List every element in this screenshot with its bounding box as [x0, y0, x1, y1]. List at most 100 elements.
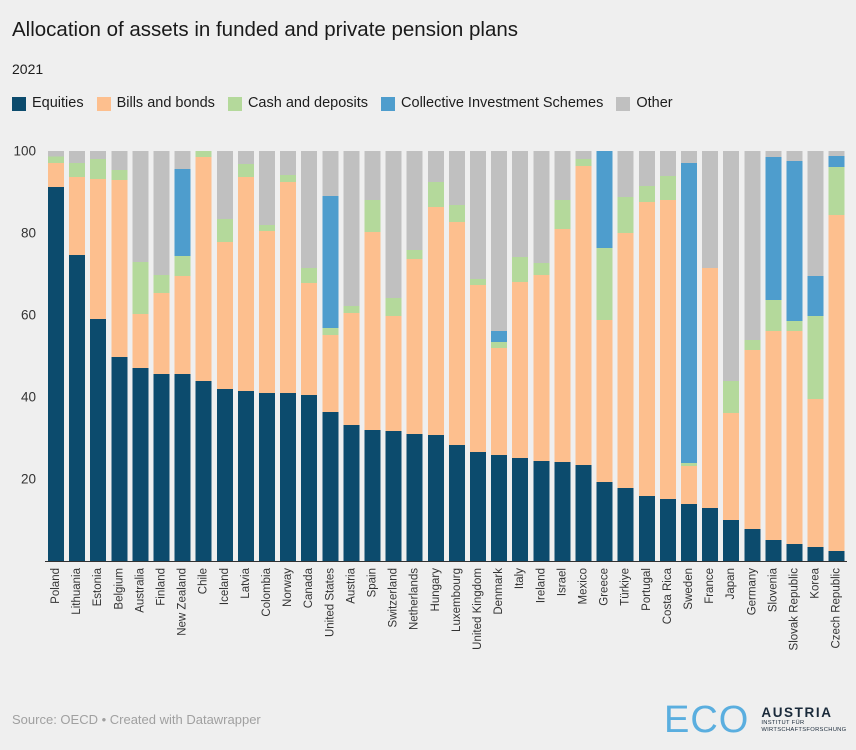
- logo-text: AUSTRIA INSTITUT FÜR WIRTSCHAFTSFORSCHUN…: [761, 702, 846, 733]
- logo-name: AUSTRIA: [761, 705, 833, 720]
- bar-segment-equities-italy: [512, 458, 529, 561]
- bar-segment-other-latvia: [237, 151, 254, 165]
- bar-segment-equities-new-zealand: [174, 374, 191, 561]
- bar-segment-bills-and-bonds-lithuania: [69, 176, 86, 256]
- bar-segment-bills-and-bonds-turkiye: [617, 233, 634, 489]
- legend-swatch-bills-and-bonds: [96, 96, 111, 111]
- bar-segment-other-lithuania: [69, 151, 86, 163]
- bar-segment-cash-and-deposits-ireland: [533, 262, 550, 275]
- x-tick-label: Colombia: [261, 567, 273, 616]
- bar-united-kingdom: [470, 151, 486, 561]
- bar-segment-cash-and-deposits-spain: [364, 200, 381, 233]
- bar-segment-bills-and-bonds-poland: [48, 162, 64, 188]
- bar-segment-equities-france: [702, 508, 719, 561]
- bar-segment-collective-investment-schemes-czech-republic: [828, 155, 845, 167]
- bar-segment-cash-and-deposits-united-kingdom: [470, 278, 486, 286]
- bar-finland: [153, 151, 170, 561]
- x-tick-label: Norway: [282, 568, 294, 607]
- bar-segment-bills-and-bonds-australia: [132, 314, 149, 368]
- bar-segment-cash-and-deposits-turkiye: [617, 196, 634, 233]
- bar-segment-bills-and-bonds-slovenia: [765, 330, 782, 541]
- bar-segment-other-sweden: [681, 151, 697, 163]
- bar-segment-bills-and-bonds-netherlands: [406, 258, 423, 434]
- x-tick-label: Lithuania: [71, 567, 83, 614]
- bar-segment-bills-and-bonds-canada: [301, 283, 318, 395]
- bar-segment-equities-korea: [807, 547, 824, 561]
- bar-denmark: [491, 151, 508, 561]
- bar-segment-cash-and-deposits-chile: [195, 151, 212, 158]
- bar-segment-cash-and-deposits-poland: [48, 156, 64, 163]
- bar-segment-bills-and-bonds-belgium: [111, 180, 128, 357]
- bar-segment-equities-latvia: [237, 390, 254, 561]
- bar-segment-other-mexico: [575, 151, 592, 160]
- bar-segment-collective-investment-schemes-korea: [807, 276, 824, 316]
- bar-segment-bills-and-bonds-colombia: [259, 230, 275, 393]
- bar-slovenia: [765, 151, 782, 561]
- bar-segment-equities-sweden: [681, 504, 697, 561]
- legend-swatch-collective-investment-schemes: [381, 96, 396, 111]
- bar-segment-equities-austria: [343, 424, 360, 561]
- bar-segment-other-hungary: [427, 151, 444, 183]
- bar-segment-equities-czech-republic: [828, 551, 845, 561]
- chart-title: Allocation of assets in funded and priva…: [12, 18, 519, 41]
- bar-segment-equities-finland: [153, 374, 170, 561]
- bar-segment-other-netherlands: [406, 151, 423, 250]
- bar-segment-equities-estonia: [90, 319, 107, 561]
- bar-segment-equities-united-kingdom: [470, 451, 486, 561]
- bar-segment-cash-and-deposits-netherlands: [406, 249, 423, 259]
- x-tick-label: Canada: [303, 567, 315, 608]
- logo-line-1: INSTITUT FÜR: [761, 720, 805, 726]
- x-tick-label: Iceland: [219, 568, 231, 605]
- bar-iceland: [216, 151, 233, 561]
- bar-segment-other-slovak-republic: [786, 151, 803, 161]
- bar-segment-other-spain: [364, 151, 381, 201]
- bar-segment-equities-belgium: [111, 356, 128, 561]
- bar-segment-bills-and-bonds-iceland: [216, 242, 233, 389]
- bar-segment-collective-investment-schemes-slovak-republic: [786, 160, 803, 322]
- bar-segment-other-slovenia: [765, 151, 782, 158]
- bar-segment-other-colombia: [259, 151, 275, 225]
- bar-norway: [280, 151, 297, 561]
- x-tick-label: Slovenia: [767, 567, 779, 612]
- bar-segment-cash-and-deposits-australia: [132, 262, 149, 315]
- x-tick-label: Sweden: [683, 568, 695, 610]
- bar-segment-bills-and-bonds-ireland: [533, 274, 550, 461]
- bar-segment-bills-and-bonds-hungary: [427, 207, 444, 436]
- bar-segment-equities-norway: [280, 392, 297, 561]
- bar-segment-other-italy: [512, 151, 529, 258]
- bar-segment-other-denmark: [491, 151, 508, 331]
- bar-segment-other-czech-republic: [828, 151, 845, 156]
- bar-segment-collective-investment-schemes-new-zealand: [174, 169, 191, 256]
- bar-segment-collective-investment-schemes-denmark: [491, 330, 508, 343]
- bar-lithuania: [69, 151, 86, 561]
- x-tick-label: Austria: [345, 567, 357, 603]
- bar-segment-equities-australia: [132, 367, 149, 561]
- bar-segment-bills-and-bonds-finland: [153, 292, 170, 375]
- bar-segment-equities-lithuania: [69, 255, 86, 561]
- bar-segment-equities-luxembourg: [448, 444, 465, 561]
- bar-segment-equities-costa-rica: [659, 499, 676, 561]
- legend-label-bills-and-bonds: Bills and bonds: [116, 95, 215, 111]
- bar-segment-other-israel: [554, 151, 571, 201]
- bar-greece: [596, 151, 613, 561]
- bar-australia: [132, 151, 149, 561]
- bar-segment-bills-and-bonds-greece: [596, 319, 613, 482]
- source-note: Source: OECD • Created with Datawrapper: [12, 712, 261, 727]
- chart-plot: 20 40 60 80 100 Poland Lithuania Estonia Belgiu…: [13, 144, 847, 650]
- bar-segment-equities-poland: [48, 187, 64, 561]
- x-tick-label: Denmark: [493, 568, 505, 615]
- bar-segment-bills-and-bonds-denmark: [491, 347, 508, 455]
- bar-segment-other-canada: [301, 151, 318, 268]
- bar-segment-bills-and-bonds-italy: [512, 282, 529, 459]
- bar-segment-bills-and-bonds-portugal: [638, 201, 655, 496]
- bar-segment-other-united-kingdom: [470, 151, 486, 279]
- bar-segment-cash-and-deposits-norway: [280, 175, 297, 183]
- bar-segment-bills-and-bonds-united-kingdom: [470, 285, 486, 452]
- bar-switzerland: [385, 151, 402, 561]
- x-tick-label: Ireland: [535, 568, 547, 603]
- bar-segment-bills-and-bonds-france: [702, 267, 719, 509]
- bar-segment-bills-and-bonds-new-zealand: [174, 276, 191, 375]
- bar-japan: [723, 151, 740, 561]
- bar-segment-cash-and-deposits-italy: [512, 257, 529, 283]
- bar-segment-equities-switzerland: [385, 431, 402, 561]
